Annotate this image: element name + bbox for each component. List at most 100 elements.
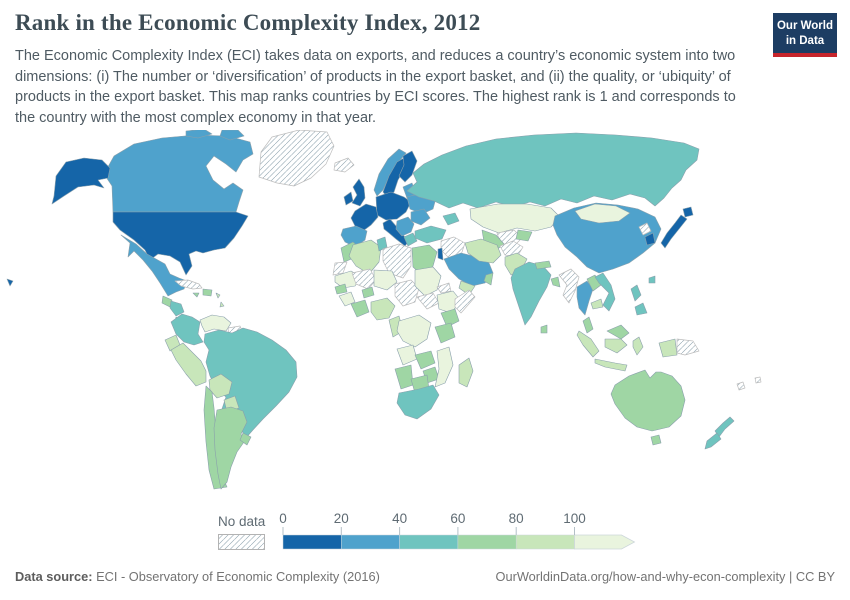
country-australia[interactable] (610, 369, 686, 432)
country-romania-bulgaria[interactable] (410, 208, 431, 226)
country-mongolia[interactable] (574, 203, 631, 224)
country-indonesia-borneo[interactable] (604, 338, 628, 354)
country-philippines[interactable] (630, 284, 642, 302)
country-cote-divoire-ghana[interactable] (350, 299, 370, 318)
country-indonesia-java[interactable] (594, 358, 628, 372)
country-indonesia-sumatra[interactable] (576, 330, 600, 358)
no-data-swatch[interactable] (218, 534, 265, 550)
country-lesser-antilles[interactable] (215, 292, 221, 299)
country-usa[interactable] (112, 211, 249, 276)
country-taiwan[interactable] (648, 275, 656, 284)
country-ireland[interactable] (343, 191, 354, 206)
country-oman[interactable] (483, 272, 494, 286)
country-myanmar[interactable] (558, 268, 580, 304)
country-kazakhstan[interactable] (469, 203, 561, 234)
legend-bin-20-40[interactable] (341, 534, 400, 550)
country-colombia[interactable] (170, 313, 204, 346)
country-malaysia-peninsula[interactable] (582, 316, 594, 334)
country-greenland[interactable] (258, 130, 335, 187)
country-canada[interactable] (103, 134, 254, 213)
country-eritrea[interactable] (436, 282, 452, 294)
country-russia[interactable] (406, 132, 700, 209)
country-turkey[interactable] (414, 225, 447, 244)
country-hawaii[interactable] (6, 278, 14, 287)
country-uruguay[interactable] (239, 432, 252, 446)
country-greece[interactable] (403, 232, 418, 247)
country-dr-congo[interactable] (396, 314, 432, 348)
country-iran[interactable] (464, 238, 502, 264)
country-vietnam[interactable] (594, 272, 616, 312)
country-sri-lanka[interactable] (540, 324, 548, 334)
country-indonesia-papua[interactable] (658, 338, 678, 358)
country-japan-hokkaido[interactable] (682, 206, 694, 218)
country-new-zealand-south[interactable] (704, 432, 722, 450)
legend-bin-100+[interactable] (574, 534, 636, 550)
country-zambia[interactable] (414, 350, 436, 370)
country-papua-new-guinea[interactable] (676, 338, 700, 356)
country-namibia[interactable] (394, 364, 414, 390)
country-new-caledonia[interactable] (736, 381, 746, 391)
legend-bin-40-60[interactable] (399, 534, 459, 550)
country-china[interactable] (552, 202, 662, 274)
legend-bin-80-100[interactable] (515, 534, 575, 550)
country-mali[interactable] (351, 268, 377, 290)
country-mexico[interactable] (120, 234, 188, 297)
country-israel[interactable] (437, 247, 444, 261)
country-argentina[interactable] (213, 406, 248, 490)
owid-logo[interactable]: Our World in Data (773, 13, 837, 58)
country-cuba[interactable] (174, 279, 203, 290)
country-united-kingdom[interactable] (351, 178, 366, 207)
country-bangladesh[interactable] (550, 276, 561, 288)
country-honduras-nicaragua[interactable] (169, 300, 185, 317)
country-mozambique[interactable] (434, 346, 454, 388)
country-venezuela[interactable] (199, 314, 232, 333)
country-caucasus[interactable] (442, 212, 460, 226)
country-nigeria[interactable] (370, 297, 396, 321)
country-madagascar[interactable] (458, 357, 474, 388)
country-hispaniola[interactable] (202, 288, 213, 297)
country-france[interactable] (350, 203, 379, 232)
country-balkans[interactable] (395, 216, 415, 237)
country-canada-islands2[interactable] (219, 130, 245, 141)
country-tasmania[interactable] (650, 434, 662, 446)
credit-link[interactable]: OurWorldinData.org/how-and-why-econ-comp… (495, 569, 836, 584)
country-lesser-antilles2[interactable] (219, 301, 225, 308)
country-burkina-faso[interactable] (361, 286, 375, 299)
country-algeria[interactable] (348, 239, 382, 275)
country-tunisia[interactable] (376, 236, 388, 252)
country-libya[interactable] (382, 243, 412, 279)
country-fiji[interactable] (754, 376, 762, 384)
country-norway[interactable] (373, 148, 407, 197)
country-canada-islands[interactable] (185, 130, 213, 139)
country-jamaica[interactable] (192, 292, 200, 298)
country-nepal[interactable] (534, 260, 552, 270)
legend-bin-60-80[interactable] (457, 534, 517, 550)
country-india[interactable] (510, 261, 552, 326)
country-north-korea[interactable] (638, 222, 652, 236)
country-thailand[interactable] (576, 280, 594, 316)
country-japan[interactable] (660, 214, 688, 249)
country-angola[interactable] (396, 344, 418, 366)
country-kyrgyzstan-tajikistan[interactable] (515, 229, 533, 242)
legend-colorbar[interactable]: 0 20 40 60 80 100 (279, 508, 643, 554)
legend-bin-0-20[interactable] (282, 534, 342, 550)
country-south-korea[interactable] (644, 232, 656, 246)
country-senegal[interactable] (334, 283, 348, 295)
country-cambodia[interactable] (590, 298, 604, 310)
country-somalia[interactable] (454, 289, 476, 314)
country-western-sahara[interactable] (332, 261, 348, 276)
country-niger[interactable] (373, 269, 398, 291)
country-indonesia-sulawesi[interactable] (632, 336, 644, 356)
country-finland[interactable] (398, 150, 418, 183)
country-sudan[interactable] (414, 266, 442, 297)
country-tanzania[interactable] (434, 322, 456, 344)
country-south-africa[interactable] (396, 384, 440, 420)
country-malaysia-borneo[interactable] (606, 324, 630, 340)
country-peru[interactable] (170, 342, 207, 387)
country-central-europe[interactable] (375, 191, 412, 221)
country-chad[interactable] (394, 279, 420, 307)
country-south-sudan[interactable] (416, 292, 440, 310)
country-iceland[interactable] (333, 157, 355, 173)
country-guinea[interactable] (338, 291, 356, 307)
country-alaska[interactable] (51, 157, 111, 205)
